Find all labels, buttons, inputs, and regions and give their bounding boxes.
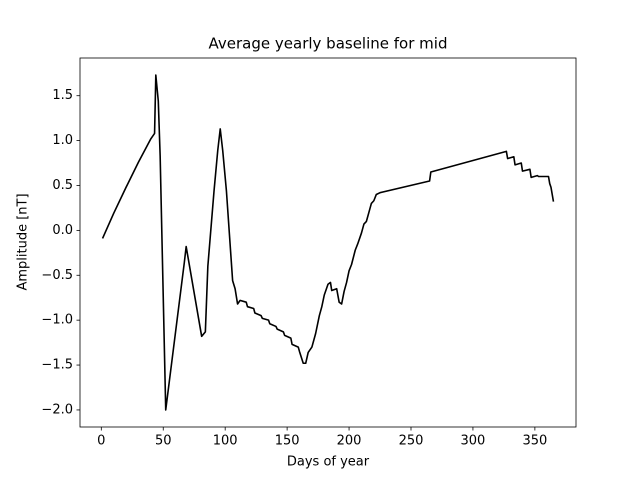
- y-tick-label: 0.5: [52, 178, 73, 193]
- x-tick-label: 0: [97, 434, 105, 449]
- y-axis-label: Amplitude [nT]: [16, 193, 31, 290]
- y-tick-label: −1.5: [41, 358, 73, 373]
- y-tick-label: 1.5: [52, 88, 73, 103]
- y-tick-label: −2.0: [41, 402, 73, 417]
- x-tick-label: 50: [155, 434, 172, 449]
- x-tick-label: 250: [399, 434, 424, 449]
- x-tick-label: 350: [522, 434, 547, 449]
- x-tick-label: 150: [275, 434, 300, 449]
- plot-frame: [79, 57, 577, 428]
- x-tick-label: 200: [337, 434, 362, 449]
- y-tick-label: 1.0: [52, 133, 73, 148]
- data-line: [101, 74, 555, 411]
- y-tick-label: −0.5: [41, 268, 73, 283]
- x-axis-label: Days of year: [287, 455, 370, 470]
- x-tick-label: 300: [461, 434, 486, 449]
- y-tick-label: 0.0: [52, 223, 73, 238]
- y-tick-label: −1.0: [41, 313, 73, 328]
- x-tick-label: 100: [213, 434, 238, 449]
- chart-title: Average yearly baseline for mid: [209, 35, 448, 53]
